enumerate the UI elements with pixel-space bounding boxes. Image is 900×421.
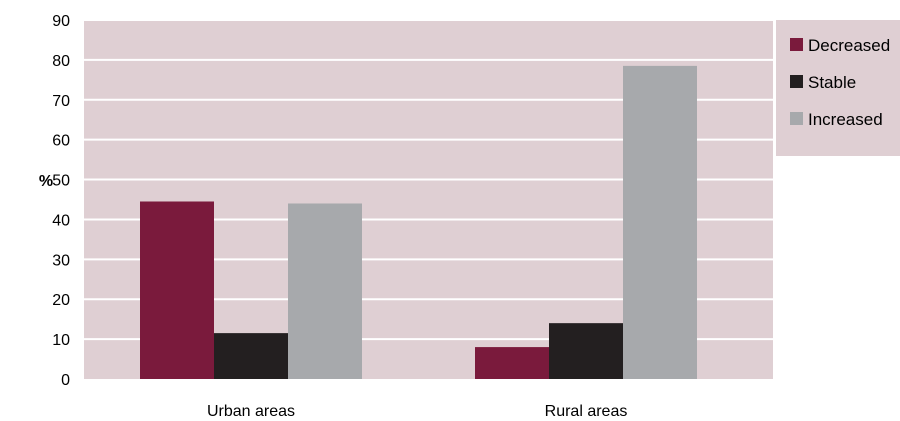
legend-label-stable: Stable <box>808 73 856 92</box>
y-tick-label: 70 <box>52 93 70 110</box>
y-tick-label: 80 <box>52 53 70 70</box>
legend-label-decreased: Decreased <box>808 36 890 55</box>
bar-decreased-1 <box>475 347 549 379</box>
y-tick-label: 0 <box>61 372 70 389</box>
y-axis-label: % <box>39 173 53 190</box>
y-tick-label: 20 <box>52 292 70 309</box>
legend-swatch-stable <box>790 75 803 88</box>
y-tick-label: 40 <box>52 212 70 229</box>
legend-swatch-increased <box>790 112 803 125</box>
y-tick-label: 30 <box>52 252 70 269</box>
y-tick-label: 10 <box>52 332 70 349</box>
x-axis-labels: Urban areas Rural areas <box>207 403 627 420</box>
y-tick-label: 60 <box>52 133 70 150</box>
legend-label-increased: Increased <box>808 110 883 129</box>
legend-swatch-decreased <box>790 38 803 51</box>
bar-stable-0 <box>214 333 288 379</box>
y-tick-label: 50 <box>52 173 70 190</box>
bars <box>140 65 697 379</box>
bar-increased-0 <box>288 203 362 379</box>
x-category-label: Rural areas <box>545 403 628 420</box>
legend: Decreased Stable Increased <box>776 20 900 156</box>
bar-increased-1 <box>623 65 697 379</box>
bar-stable-1 <box>549 323 623 379</box>
y-tick-label: 90 <box>52 13 70 30</box>
bar-decreased-0 <box>140 201 214 379</box>
x-category-label: Urban areas <box>207 403 295 420</box>
y-axis-ticks: 0 10 20 30 40 50 60 70 80 90 <box>52 13 70 389</box>
